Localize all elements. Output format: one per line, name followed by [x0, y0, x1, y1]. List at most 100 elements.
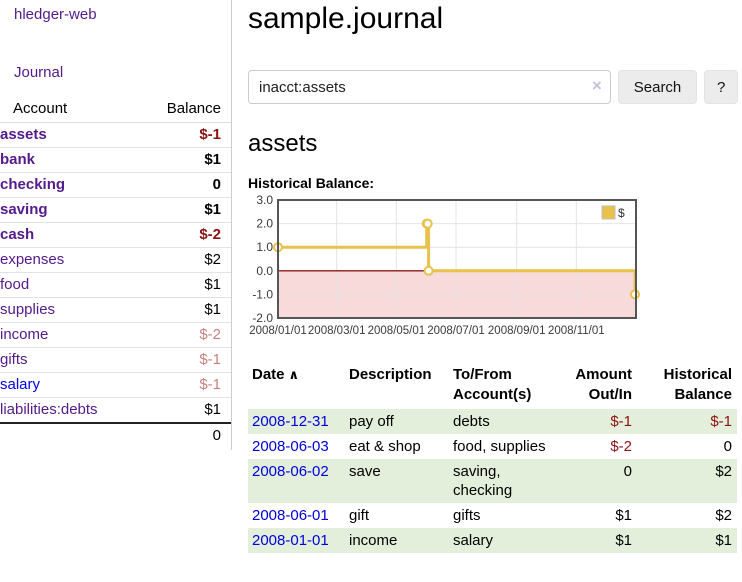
register-header-balance: Historical Balance	[663, 366, 732, 403]
account-cell: income	[0, 322, 145, 348]
accounts-total-spacer	[0, 422, 145, 448]
date-link[interactable]: 2008-06-02	[252, 463, 329, 480]
transaction-date-cell: 2008-12-31	[248, 409, 345, 434]
account-link[interactable]: cash	[0, 226, 35, 243]
account-cell: bank	[0, 147, 145, 173]
account-row: assets $-1	[0, 122, 231, 148]
y-tick-label: -1.0	[252, 287, 273, 301]
date-link[interactable]: 2008-12-31	[252, 413, 329, 430]
legend-label: $	[618, 206, 625, 220]
account-link[interactable]: liabilities:debts	[0, 401, 98, 418]
date-link[interactable]: 2008-06-03	[252, 438, 329, 455]
account-row: expenses $2	[0, 247, 231, 273]
account-cell: gifts	[0, 347, 145, 373]
sidebar-item-journal[interactable]: Journal	[14, 64, 64, 81]
account-cell: expenses	[0, 247, 145, 273]
search-input[interactable]	[248, 70, 611, 104]
account-link[interactable]: salary	[0, 376, 41, 393]
app-title-link[interactable]: hledger-web	[14, 6, 97, 23]
transaction-amount: $1	[615, 532, 632, 549]
account-cell: supplies	[0, 297, 145, 323]
sort-ascending-icon: ∧	[288, 367, 300, 382]
register-header-amount: Amount Out/In	[575, 366, 632, 403]
transaction-description: income	[349, 532, 398, 549]
transaction-accounts: salary	[453, 532, 494, 549]
accounts-table-body: assets $-1 bank $1 checking 0 saving $1 cash $-2 e…	[0, 122, 231, 423]
account-balance: 0	[144, 172, 231, 198]
transaction-balance: $-1	[710, 413, 732, 430]
account-row: cash $-2	[0, 222, 231, 248]
account-cell: liabilities:debts	[0, 397, 145, 423]
account-row: checking 0	[0, 172, 231, 198]
date-link[interactable]: 2008-06-01	[252, 507, 329, 524]
account-balance: $-1	[144, 372, 231, 398]
transaction-balance: $2	[715, 463, 732, 480]
transaction-date-cell: 2008-01-01	[248, 528, 345, 553]
transaction-row: 2008-12-31 pay off debts $-1 $-1	[248, 409, 737, 434]
account-link[interactable]: assets	[0, 126, 47, 143]
accounts-header-account: Account	[0, 96, 145, 123]
register-header-accounts: To/From Account(s)	[453, 366, 532, 403]
account-link[interactable]: gifts	[0, 351, 28, 368]
transaction-accounts: saving, checking	[453, 463, 513, 499]
transaction-row: 2008-06-01 gift gifts $1 $2	[248, 503, 737, 528]
transaction-description: save	[349, 463, 381, 480]
transaction-amount: 0	[623, 463, 632, 480]
x-tick-label: 2008/07/01	[427, 325, 485, 337]
account-link[interactable]: checking	[0, 176, 66, 193]
x-tick-label: 2008/01/01	[249, 325, 307, 337]
transaction-balance: 0	[723, 438, 732, 455]
account-link[interactable]: bank	[0, 151, 36, 168]
account-link[interactable]: income	[0, 326, 49, 343]
account-balance: $1	[144, 397, 231, 423]
y-tick-label: 2.0	[256, 217, 273, 231]
account-balance: $1	[144, 272, 231, 298]
data-point-marker[interactable]	[423, 265, 434, 276]
account-balance: $1	[144, 147, 231, 173]
search-button[interactable]: Search	[617, 70, 698, 104]
x-tick-label: 2008/03/01	[308, 325, 366, 337]
accounts-header-row: Account Balance	[0, 96, 231, 123]
account-cell: food	[0, 272, 145, 298]
account-link[interactable]: expenses	[0, 251, 65, 268]
account-cell: salary	[0, 372, 145, 398]
account-row: supplies $1	[0, 297, 231, 323]
sidebar: hledger-web Journal Account Balance asse…	[0, 0, 232, 450]
account-balance: $-1	[144, 122, 231, 148]
page-title: sample.journal	[248, 2, 444, 35]
account-balance: $1	[144, 297, 231, 323]
accounts-header-balance: Balance	[144, 96, 231, 123]
register-table: Date ∧ Description To/From Account(s) Amo…	[248, 363, 737, 553]
clear-search-icon[interactable]: ×	[591, 76, 602, 95]
account-link[interactable]: food	[0, 276, 30, 293]
x-tick-label: 2008/05/01	[368, 325, 426, 337]
accounts-total-value: 0	[144, 422, 231, 448]
transaction-date-cell: 2008-06-01	[248, 503, 345, 528]
transaction-amount: $-1	[610, 413, 632, 430]
y-tick-label: 1.0	[256, 240, 273, 254]
account-balance: $1	[144, 197, 231, 223]
help-button[interactable]: ?	[704, 70, 738, 104]
account-heading: assets	[248, 130, 318, 157]
y-tick-label: 0.0	[256, 264, 273, 278]
transaction-accounts: gifts	[453, 507, 481, 524]
x-tick-label: 2008/11/01	[548, 325, 605, 337]
account-link[interactable]: supplies	[0, 301, 56, 318]
account-row: saving $1	[0, 197, 231, 223]
date-link[interactable]: 2008-01-01	[252, 532, 329, 549]
account-balance: $-1	[144, 347, 231, 373]
data-point-marker[interactable]	[422, 218, 433, 229]
y-tick-label: -2.0	[252, 311, 273, 325]
account-link[interactable]: saving	[0, 201, 48, 218]
register-header-row: Date ∧ Description To/From Account(s) Amo…	[248, 363, 737, 409]
transaction-balance: $2	[715, 507, 732, 524]
account-row: food $1	[0, 272, 231, 298]
transaction-amount: $1	[615, 507, 632, 524]
register-header-date[interactable]: Date ∧	[252, 366, 300, 383]
transaction-date-cell: 2008-06-02	[248, 459, 345, 503]
search-form: × Search ?	[248, 70, 738, 104]
account-row: gifts $-1	[0, 347, 231, 373]
transaction-amount: $-2	[610, 438, 632, 455]
transaction-row: 2008-06-03 eat & shop food, supplies $-2 0	[248, 434, 737, 459]
